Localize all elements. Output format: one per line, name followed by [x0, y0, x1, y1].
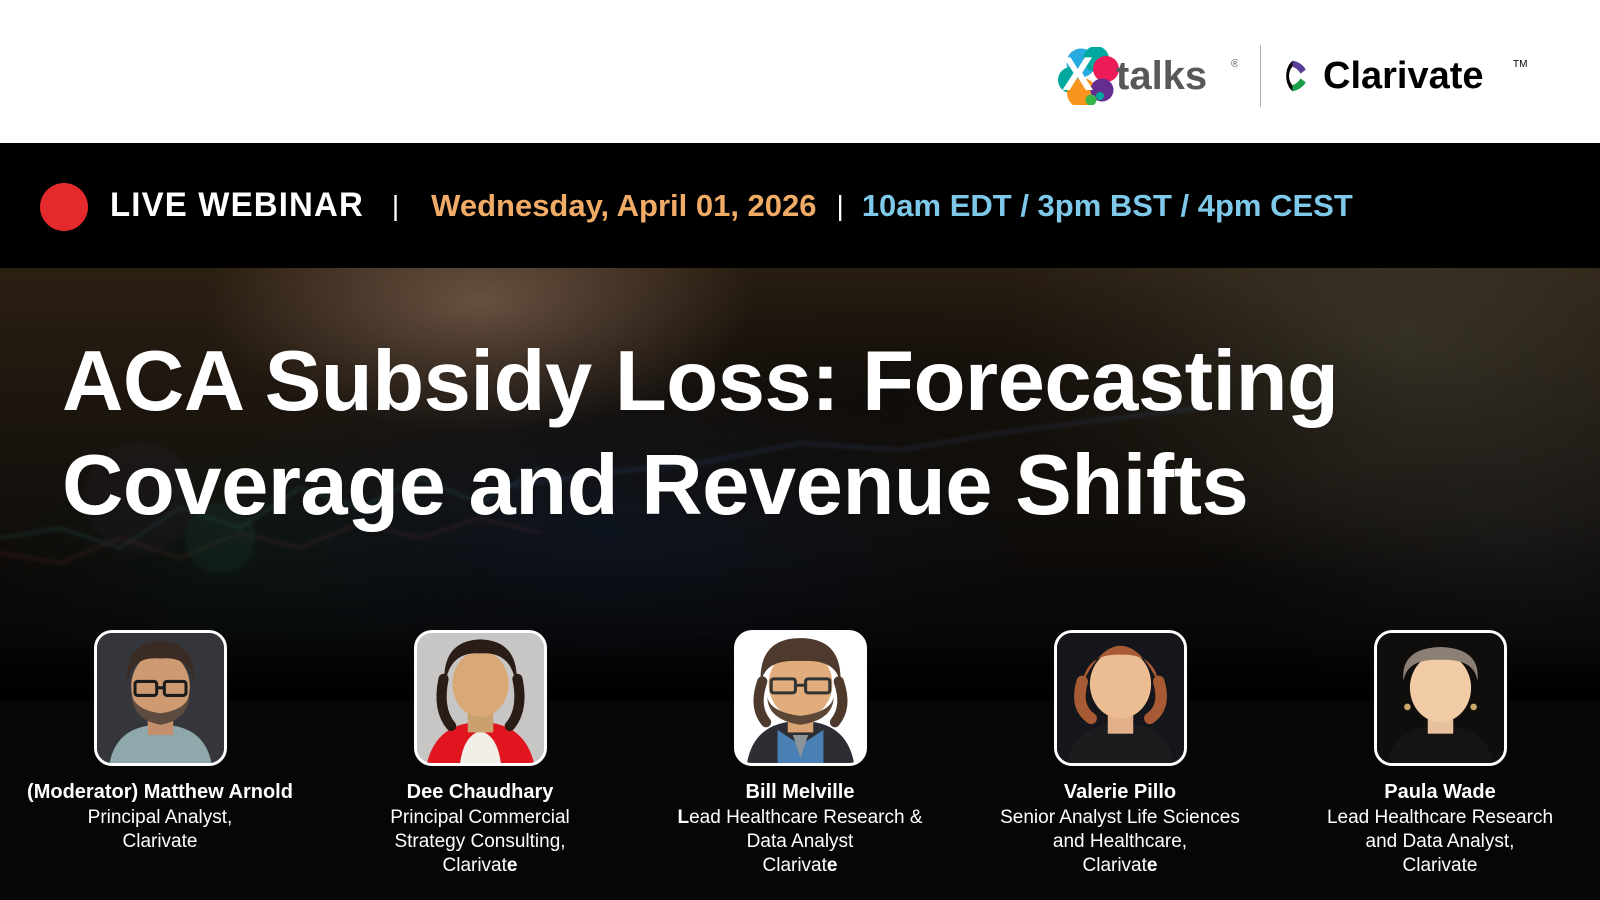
svg-text:TM: TM [1513, 59, 1527, 70]
svg-text:talks: talks [1116, 54, 1207, 98]
svg-text:Clarivate: Clarivate [1323, 55, 1484, 97]
svg-text:®: ® [1231, 58, 1238, 70]
svg-text:X: X [1062, 47, 1093, 100]
